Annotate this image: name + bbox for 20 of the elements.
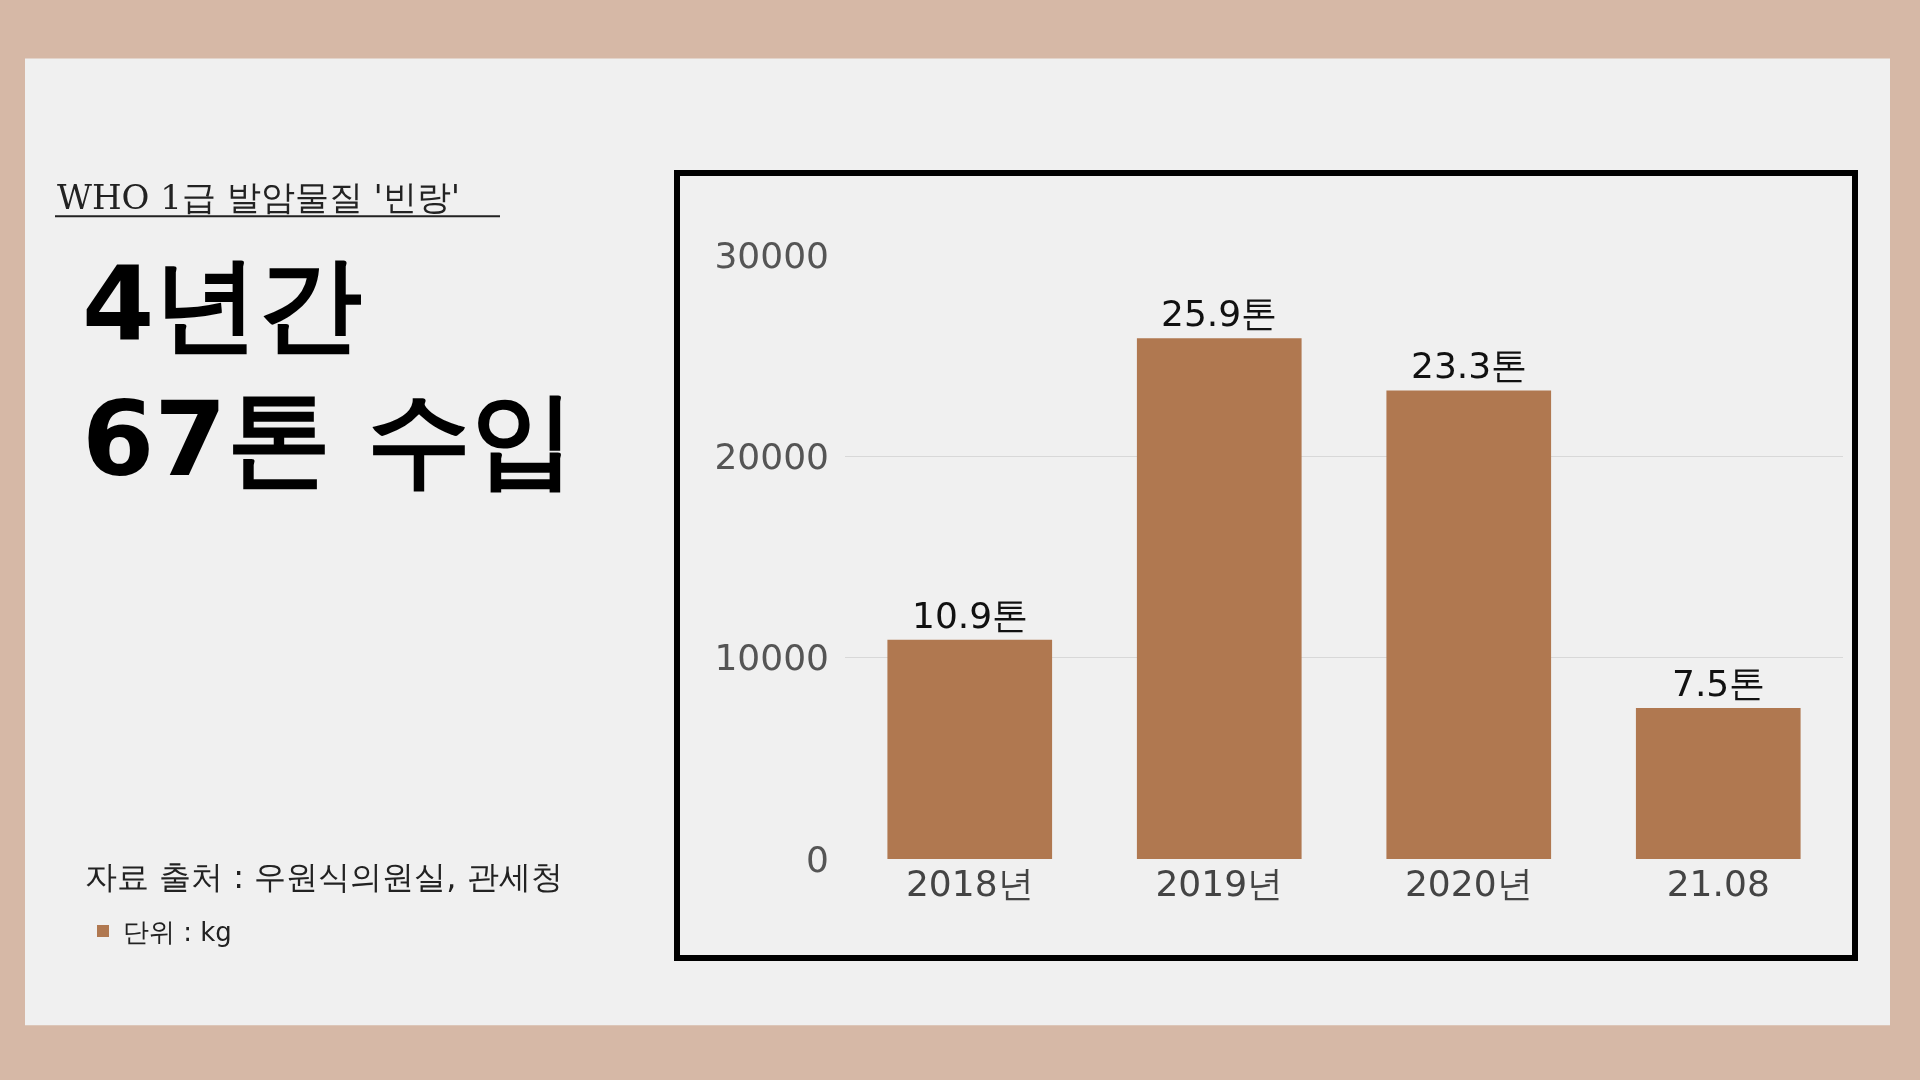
text: 자료 출처 : 우원식의원실, 관세청: [85, 858, 563, 896]
y-tick-label: 0: [806, 838, 829, 880]
x-tick-label: 2020년: [1404, 862, 1533, 904]
annotation: 7.5톤: [1672, 663, 1766, 704]
x-tick-label: 2018년: [905, 862, 1034, 904]
y-tick-label: 10000: [714, 637, 829, 679]
x-tick-label: 21.08: [1666, 862, 1770, 904]
bar: [1386, 390, 1552, 859]
annotation: 23.3톤: [1411, 345, 1528, 386]
y-tick-label: 30000: [714, 235, 829, 277]
annotation: 10.9톤: [912, 595, 1029, 636]
x-tick-label: 2019년: [1155, 862, 1284, 904]
text: 4년간 67톤 수입: [82, 243, 575, 501]
legend-label: 단위 : kg: [123, 917, 232, 948]
bar: [1136, 338, 1302, 859]
y-tick-label: 20000: [714, 436, 829, 478]
text: WHO 1급 발암물질 '빈랑': [57, 177, 461, 217]
bar: [1635, 708, 1801, 859]
annotation: 25.9톤: [1161, 293, 1278, 334]
bar: [887, 639, 1053, 859]
